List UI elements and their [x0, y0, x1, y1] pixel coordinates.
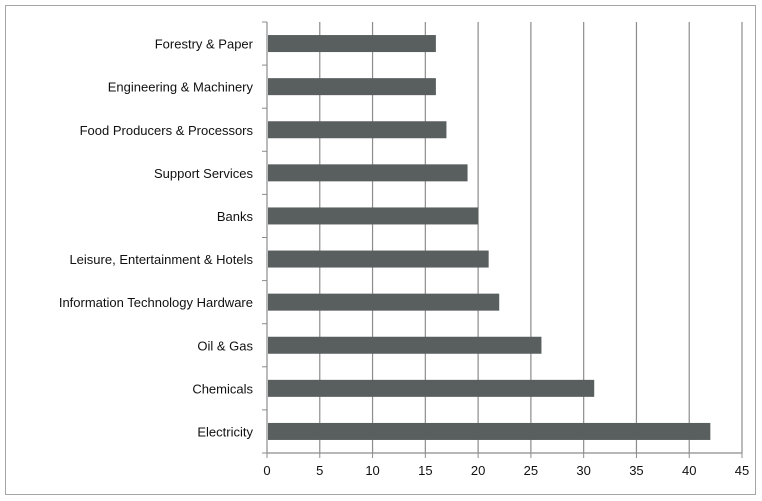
category-label: Electricity [197, 424, 253, 439]
bar [268, 207, 479, 225]
x-tick-label: 35 [629, 463, 643, 478]
x-tick-label: 20 [471, 463, 485, 478]
category-label: Support Services [154, 166, 253, 181]
category-label: Oil & Gas [197, 338, 253, 353]
bar [268, 164, 468, 182]
category-label: Chemicals [192, 381, 253, 396]
x-tick-label: 5 [316, 463, 323, 478]
category-label: Engineering & Machinery [108, 80, 254, 95]
bar [268, 336, 542, 354]
x-tick-label: 30 [576, 463, 590, 478]
bars [268, 35, 711, 440]
x-tick-label: 10 [365, 463, 379, 478]
bar [268, 78, 436, 96]
bar [268, 35, 436, 53]
category-label: Information Technology Hardware [59, 295, 253, 310]
x-tick-label: 25 [524, 463, 538, 478]
x-tick-label: 15 [418, 463, 432, 478]
bar [268, 250, 489, 268]
category-label: Food Producers & Processors [80, 123, 254, 138]
x-tick-label: 0 [263, 463, 270, 478]
category-label: Leisure, Entertainment & Hotels [69, 252, 253, 267]
category-label: Forestry & Paper [155, 37, 254, 52]
bar [268, 422, 711, 440]
category-label: Banks [217, 209, 254, 224]
axes [262, 21, 743, 458]
bar [268, 379, 595, 397]
bar [268, 121, 447, 139]
x-tick-label: 40 [682, 463, 696, 478]
x-tick-label: 45 [735, 463, 749, 478]
labels: 0 5 10 15 20 25 30 35 40 45 Forestry & Paper Engine… [59, 37, 749, 478]
bar [268, 293, 500, 311]
